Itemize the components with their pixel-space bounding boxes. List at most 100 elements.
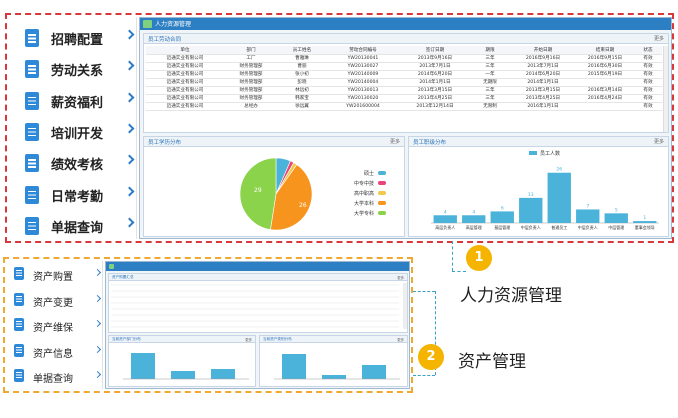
table-cell: 2016年3月14日 [576,86,634,95]
asset-sidebar-item-1[interactable]: 资产变更 [7,289,103,314]
table-cell: 迈通实业有限公司 [146,70,224,79]
chevron-right-icon [93,268,102,277]
contract-scrollbar[interactable] [663,46,668,132]
bar[interactable] [131,353,155,379]
legend-swatch [378,181,386,185]
asset-sidebar-item-4[interactable]: 单据查询 [7,365,103,390]
table-cell: 2016年9月15日 [576,54,634,63]
column-header[interactable]: 结束日期 [576,46,634,55]
sidebar-item-label: 单据查询 [51,220,104,236]
bar[interactable] [547,172,571,223]
column-header[interactable]: 状态 [634,46,662,55]
column-header[interactable]: 签订日期 [400,46,470,55]
table-cell: 彭晓 [278,78,326,87]
sidebar-item-6[interactable]: 单据查询 [13,211,137,242]
table-cell [576,78,634,87]
table-cell: 财务管理部 [224,86,278,95]
sidebar-item-0[interactable]: 招聘配置 [13,23,137,54]
x-tick-label: 高层管理 [466,224,482,230]
bar[interactable] [490,211,514,223]
education-more-link[interactable]: 更多 [389,139,400,145]
table-row[interactable]: 迈通实业有限公司 财务管理部 林远初 YW20130013 2013年3月15日 三年 20… [146,86,662,95]
asset-dept-more[interactable]: 更多 [245,338,252,342]
asset-sidebar-item-label: 资产信息 [33,348,73,360]
table-cell: 林远初 [278,86,326,95]
asset-purchase-more[interactable]: 更多 [397,276,404,280]
table-cell: 2013年7月1日 [510,62,576,71]
table-cell [576,102,634,111]
bar[interactable] [519,197,543,223]
table-row[interactable]: 迈通实业有限公司 总经办 徐远翼 YW201600004 2013年12月14日 无限制 2… [146,102,662,111]
table-row[interactable]: 迈通实业有限公司 财务管理部 彭晓 YW20140004 2014年1月1日 无期限 201… [146,78,662,87]
bar[interactable] [362,365,386,379]
column-header[interactable]: 员工姓名 [278,46,326,55]
legend-label: 员工人数 [540,150,560,157]
bar[interactable] [462,215,486,223]
asset-purchase-table [111,283,407,329]
column-header[interactable]: 部门 [224,46,278,55]
pie-slice-label: 26 [299,202,307,209]
sidebar-item-2[interactable]: 薪资福利 [13,86,137,117]
column-header[interactable]: 开始日期 [510,46,576,55]
table-row[interactable]: 迈通实业有限公司 财务管理部 韩家宝 YW20130020 2013年4月25日 三年 20… [146,94,662,103]
rank-panel-title: 员工职级分布 [413,140,447,146]
table-cell: 有效 [634,86,662,95]
asset-purchase-panel: 资产购置汇总 更多 [108,273,408,333]
chevron-right-icon [124,123,135,134]
bar-value-label: 5 [615,207,618,213]
table-cell: 迈通实业有限公司 [146,102,224,111]
column-header[interactable]: 单位 [146,46,224,55]
column-header[interactable]: 期限 [470,46,510,55]
document-icon [14,369,24,382]
table-cell: YW20140009 [326,70,400,79]
rank-more-link[interactable]: 更多 [653,139,664,145]
table-cell: 有效 [634,70,662,79]
asset-sidebar-item-2[interactable]: 资产维保 [7,314,103,339]
contract-more-link[interactable]: 更多 [653,36,664,42]
bar[interactable] [633,221,657,223]
hr-window-title: 人力资源管理 [155,21,192,28]
table-cell: 三年 [470,54,510,63]
table-row[interactable]: 迈通实业有限公司 财务管理部 曹丽 YW20130027 2013年7月1日 三年 2013… [146,62,662,71]
table-cell: 2013年4月25日 [400,94,470,103]
bar[interactable] [576,209,600,223]
education-panel: 员工学历分布 更多 29 26 硕士 中专中技 高中职高 大学本科 大学专科 [143,136,405,237]
table-cell: YW20130041 [326,54,400,63]
sidebar-item-label: 培训开发 [51,126,104,142]
bar[interactable] [322,375,346,379]
bar[interactable] [171,371,195,379]
table-scrollbar[interactable] [403,283,407,329]
sidebar-item-1[interactable]: 劳动关系 [13,54,137,85]
asset-category-more[interactable]: 更多 [397,338,404,342]
asset-sidebar-item-label: 资产购置 [33,272,73,283]
pie-slice[interactable] [270,164,313,231]
asset-category-chart [274,354,400,380]
bar[interactable] [604,213,628,223]
table-cell: 2013年9月16日 [400,54,470,63]
bar[interactable] [433,215,457,223]
asset-sidebar-item-3[interactable]: 资产信息 [7,340,103,365]
sidebar-item-4[interactable]: 绩效考核 [13,148,137,179]
sidebar-item-label: 绩效考核 [51,158,104,174]
asset-sidebar-item-0[interactable]: 资产购置 [7,263,103,288]
sidebar-item-5[interactable]: 日常考勤 [13,180,137,211]
bar[interactable] [282,354,306,379]
document-icon [25,60,39,79]
table-cell: 2013年3月15日 [400,86,470,95]
x-tick-label: 普通员工 [551,224,567,230]
sidebar-item-3[interactable]: 培训开发 [13,117,137,148]
document-icon [25,91,39,110]
bar-value-label: 13 [528,192,534,198]
legend-label: 高中职高 [354,190,374,197]
pie-slice[interactable] [239,157,277,230]
legend-label: 大学本科 [354,200,374,207]
column-header[interactable]: 劳动合同编号 [326,46,400,55]
chevron-right-icon [124,60,135,71]
table-cell: 有效 [634,54,662,63]
asset-category-title: 当前资产类别分布 [263,337,292,341]
table-cell: 2014年1月1日 [510,78,576,87]
bar[interactable] [211,369,235,379]
table-cell: YW20130013 [326,86,400,95]
table-row[interactable]: 迈通实业有限公司 工厂 曹雅琳 YW20130041 2013年9月16日 三年 2016年… [146,54,662,63]
table-row[interactable]: 迈通实业有限公司 财务管理部 张小初 YW20140009 2014年6月20日 一年 20… [146,70,662,79]
